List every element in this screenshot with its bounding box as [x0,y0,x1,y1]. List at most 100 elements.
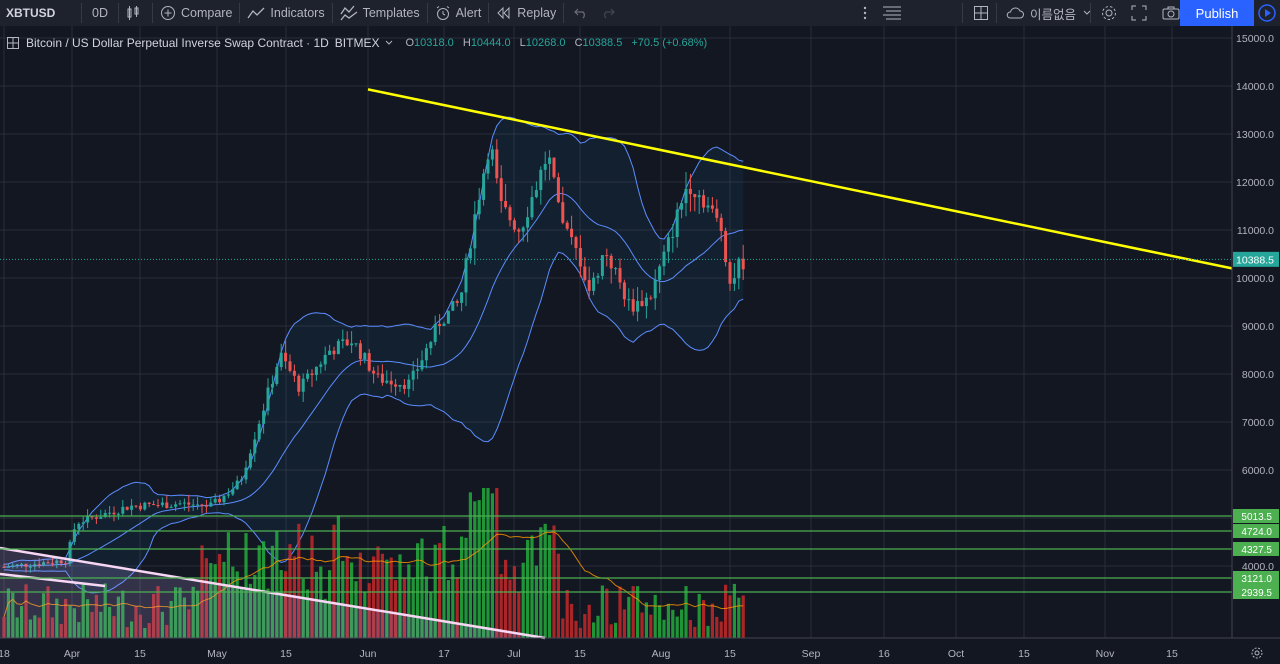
volume-bar [11,592,15,638]
chart-style-button[interactable] [119,0,152,26]
candle-body [46,562,50,564]
volume-bar [446,580,450,638]
candle-body [658,266,662,280]
candle-body [99,517,103,519]
candle-body [680,203,684,210]
layout-name: 이름없음 [1030,7,1077,22]
candle-body [174,504,178,507]
price-tick: 8000.0 [1242,369,1274,381]
volume-bar [372,556,376,638]
candle-body [389,380,393,385]
candle-body [156,505,160,507]
volume-bar [732,583,736,638]
volume-bar [2,617,6,638]
symbol-search[interactable]: XBTUSD [6,6,56,20]
volume-bar [306,589,310,638]
candle-body [134,505,138,507]
axis-settings-button[interactable] [1251,647,1263,659]
candle-body [442,323,446,326]
time-tick: Sep [802,648,821,660]
price-axis-bg [1232,26,1280,664]
collapse-legend-icon[interactable] [6,36,20,50]
volume-bar [112,616,116,638]
volume-bar [653,594,657,638]
candle-body [240,479,244,481]
volume-bar [20,606,24,638]
fullscreen-button[interactable] [1124,0,1159,26]
volume-bar [160,611,164,638]
volume-bar [222,561,226,638]
exchange-label[interactable]: BITMEX [334,36,380,50]
candle-body [306,373,310,379]
symbol-title: Bitcoin / US Dollar Perpetual Inverse Sw… [26,36,329,50]
volume-bar [618,586,622,638]
candle-body [666,237,670,252]
save-layout-button[interactable]: 이름없음 [998,0,1104,26]
indicators-button[interactable]: Indicators [240,0,331,26]
undo-button[interactable] [564,0,597,26]
candle-body [433,324,437,343]
alarm-clock-icon [436,6,449,20]
chevron-down-icon[interactable] [385,40,393,46]
replay-button[interactable]: Replay [489,0,563,26]
chart-background [0,26,1280,664]
volume-bar [332,524,336,638]
time-axis[interactable]: 18 Apr 15 May 15 Jun 17 Jul 15 Aug 15 Sep 16 Oct 15 Nov… [0,637,1280,660]
candle-body [543,163,547,170]
gear-icon [1251,647,1263,659]
divider [426,3,428,23]
volume-bar [125,627,129,638]
price-chart[interactable]: 15000.0 14000.0 13000.0 12000.0 11000.0 10000… [0,26,1280,664]
volume-bar [297,523,301,638]
volume-bar [693,626,697,638]
price-tick: 4000.0 [1242,561,1274,573]
volume-bar [28,619,32,638]
candle-body [200,504,204,506]
change-value: +70.5 (+0.68%) [631,37,708,49]
settings-button[interactable] [1093,0,1130,26]
volume-bar [526,539,530,638]
candle-body [341,339,345,341]
candle-body [394,384,398,387]
volume-bar [235,571,239,638]
templates-button[interactable]: Templates [333,0,427,26]
publish-button[interactable]: Publish [1180,0,1254,26]
volume-bar [182,597,186,638]
volume-bar [389,557,393,638]
alert-button[interactable]: Alert [428,0,489,26]
candle-body [402,384,406,389]
candle-body [653,279,657,299]
volume-bar [574,620,578,638]
candle-body [697,195,701,198]
interval-button[interactable]: 0D [92,6,108,20]
replay-play-button[interactable] [1254,0,1280,26]
volume-bar [363,592,367,638]
volume-bar [354,581,358,638]
divider [331,3,333,23]
volume-bar [402,577,406,638]
redo-button[interactable] [597,0,624,26]
price-level-label: 2939.5 [1241,588,1272,599]
snapshot-button[interactable] [1155,0,1192,26]
price-axis[interactable]: 15000.0 14000.0 13000.0 12000.0 11000.0 10000… [1231,26,1280,664]
volume-bar [451,564,455,638]
candle-body [671,236,675,238]
candle-body [218,498,222,503]
layout-button[interactable] [966,0,1001,26]
drag-handle[interactable] [860,0,875,26]
drawing-toolbar-toggle[interactable] [874,0,915,26]
candle-body [605,255,609,257]
candle-body [367,353,371,371]
candle-body [191,504,195,506]
candle-body [165,502,169,508]
volume-bar [530,535,534,638]
volume-bar [636,586,640,638]
chevron-down-icon [1083,10,1091,15]
candle-body [20,563,24,565]
volume-bar [464,537,468,638]
compare-button[interactable]: Compare [153,0,239,26]
plus-circle-icon [160,6,175,20]
candle-body [72,529,76,542]
volume-bar [68,605,72,638]
volume-bar [284,571,288,638]
